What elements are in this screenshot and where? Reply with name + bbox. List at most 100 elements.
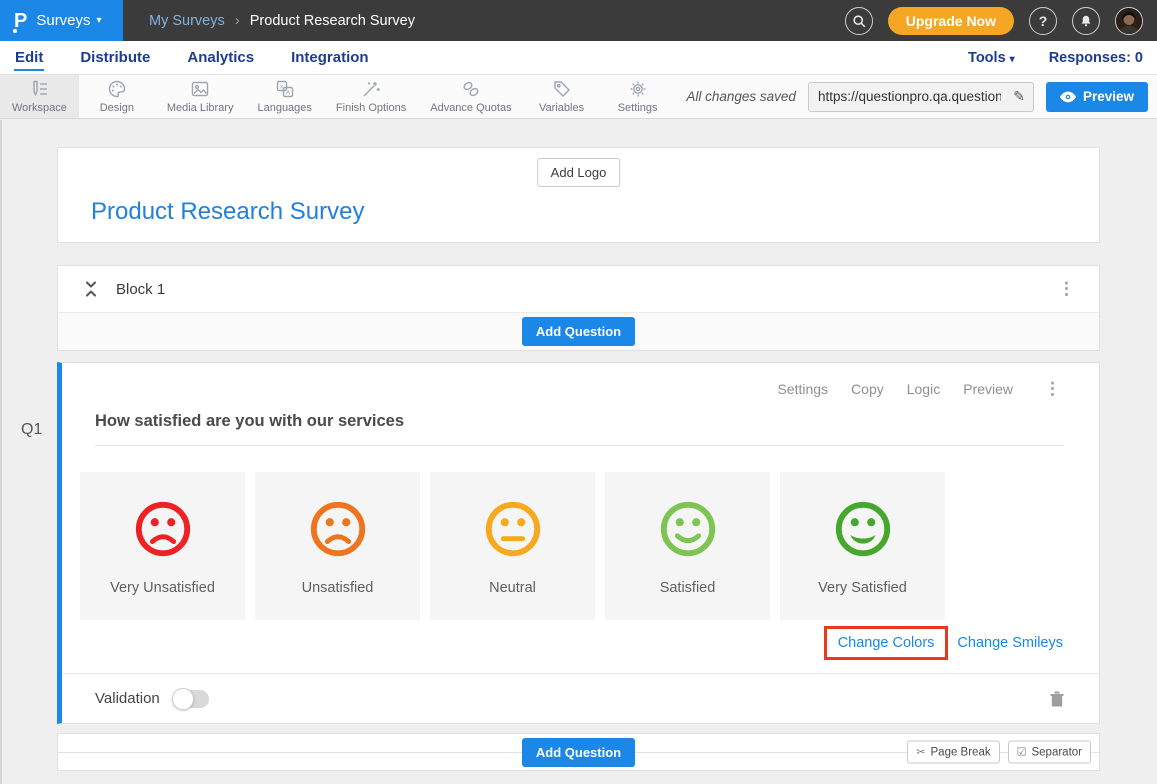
question-copy-link[interactable]: Copy <box>851 381 884 397</box>
frown-face-icon <box>132 498 194 560</box>
question-logic-link[interactable]: Logic <box>907 381 940 397</box>
block-card: Block 1 ⋮ Add Question <box>57 265 1100 351</box>
toolbar-item-finish-options[interactable]: Finish Options <box>324 75 418 118</box>
page-break-button[interactable]: ✂ Page Break <box>907 741 999 764</box>
smile-face-icon <box>657 498 719 560</box>
chain-link-icon <box>461 79 481 99</box>
block-header: Block 1 ⋮ <box>58 266 1099 312</box>
breadcrumb-current: Product Research Survey <box>250 13 415 29</box>
svg-text:A: A <box>285 90 290 97</box>
smiley-option-satisfied[interactable]: Satisfied <box>605 472 770 620</box>
toolbar-item-design[interactable]: Design <box>79 75 155 118</box>
collapse-block-icon[interactable] <box>82 280 100 298</box>
toolbar-item-advance-quotas[interactable]: Advance Quotas <box>418 75 523 118</box>
editor-toolbar: Workspace Design Media Library xA Langua… <box>0 74 1157 119</box>
toolbar-item-media-library[interactable]: Media Library <box>155 75 246 118</box>
survey-header-card: Add Logo Product Research Survey <box>57 147 1100 243</box>
smiley-label: Unsatisfied <box>302 580 374 596</box>
annotation-highlight-box: Change Colors <box>824 626 949 660</box>
block-add-question-strip: Add Question <box>58 312 1099 350</box>
preview-button[interactable]: Preview <box>1046 82 1148 112</box>
palette-icon <box>107 79 127 99</box>
smiley-option-neutral[interactable]: Neutral <box>430 472 595 620</box>
change-colors-link[interactable]: Change Colors <box>838 635 935 651</box>
toolbar-item-languages[interactable]: xA Languages <box>245 75 323 118</box>
question-text[interactable]: How satisfied are you with our services <box>95 412 404 430</box>
survey-title[interactable]: Product Research Survey <box>91 198 364 226</box>
product-switcher[interactable]: P Surveys ▾ <box>0 0 123 41</box>
question-menu-kebab-icon[interactable]: ⋮ <box>1036 379 1069 399</box>
add-logo-button[interactable]: Add Logo <box>537 158 621 187</box>
tab-edit[interactable]: Edit <box>14 44 44 71</box>
smiley-scale: Very Unsatisfied Unsatisfied Neutral Sat… <box>80 472 1099 620</box>
avatar-photo <box>1116 8 1142 34</box>
smiley-option-very-unsatisfied[interactable]: Very Unsatisfied <box>80 472 245 620</box>
add-question-button-top[interactable]: Add Question <box>522 317 635 346</box>
grin-face-icon <box>832 498 894 560</box>
checkbox-icon: ☑ <box>1017 746 1027 759</box>
toolbar-item-workspace[interactable]: Workspace <box>0 75 79 118</box>
top-header: P Surveys ▾ My Surveys › Product Researc… <box>0 0 1157 41</box>
survey-editor-canvas: Add Logo Product Research Survey Block 1… <box>0 119 1157 771</box>
tab-analytics[interactable]: Analytics <box>186 44 255 71</box>
toggle-knob <box>172 688 194 710</box>
smiley-links-row: Change Colors Change Smileys <box>62 626 1099 660</box>
translate-icon: xA <box>275 79 295 99</box>
breadcrumb-parent-link[interactable]: My Surveys <box>149 13 225 29</box>
question-card: Q1 Settings Copy Logic Preview ⋮ How sat… <box>57 362 1100 724</box>
image-icon <box>190 79 210 99</box>
change-smileys-link[interactable]: Change Smileys <box>957 635 1063 651</box>
tag-icon <box>552 79 572 99</box>
product-menu-label: Surveys <box>36 12 90 29</box>
toolbar-item-variables[interactable]: Variables <box>524 75 600 118</box>
block-title[interactable]: Block 1 <box>116 281 165 298</box>
search-icon <box>852 14 866 28</box>
question-actions: Settings Copy Logic Preview ⋮ <box>62 379 1099 399</box>
chevron-down-icon: ▾ <box>97 15 102 26</box>
validation-toggle[interactable] <box>173 690 209 708</box>
validation-row: Validation <box>62 673 1099 723</box>
scissors-icon: ✂ <box>916 746 925 759</box>
bell-icon <box>1079 14 1093 28</box>
survey-url-input[interactable] <box>809 89 1005 104</box>
edit-url-icon[interactable]: ✎ <box>1005 88 1033 105</box>
breadcrumb-separator-icon: › <box>235 12 240 29</box>
user-avatar[interactable] <box>1115 7 1143 35</box>
gear-icon <box>628 79 648 99</box>
toolbar-item-settings[interactable]: Settings <box>600 75 676 118</box>
smiley-label: Neutral <box>489 580 536 596</box>
add-question-button-bottom[interactable]: Add Question <box>522 738 635 767</box>
section-tabs: Edit Distribute Analytics Integration To… <box>0 41 1157 74</box>
breadcrumb: My Surveys › Product Research Survey <box>149 12 415 29</box>
save-status: All changes saved <box>686 89 796 104</box>
magic-wand-icon <box>361 79 381 99</box>
footer-strip: Add Question ✂ Page Break ☑ Separator <box>57 733 1100 771</box>
question-preview-link[interactable]: Preview <box>963 381 1013 397</box>
smiley-label: Very Unsatisfied <box>110 580 215 596</box>
delete-question-trash-icon[interactable] <box>1049 690 1065 708</box>
search-button[interactable] <box>845 7 873 35</box>
eye-icon <box>1060 91 1076 103</box>
responses-count[interactable]: Responses: 0 <box>1049 50 1143 66</box>
block-menu-kebab-icon[interactable]: ⋮ <box>1050 279 1083 299</box>
tools-menu[interactable]: Tools ▾ <box>968 50 1015 66</box>
upgrade-now-button[interactable]: Upgrade Now <box>888 7 1014 35</box>
smiley-label: Very Satisfied <box>818 580 907 596</box>
question-settings-link[interactable]: Settings <box>777 381 828 397</box>
chevron-down-icon: ▾ <box>1010 54 1015 65</box>
questionpro-logo-icon: P <box>14 11 27 31</box>
help-button[interactable]: ? <box>1029 7 1057 35</box>
smiley-label: Satisfied <box>660 580 716 596</box>
workspace-icon <box>29 79 49 99</box>
validation-label: Validation <box>95 690 160 707</box>
frown-face-icon <box>307 498 369 560</box>
tab-integration[interactable]: Integration <box>290 44 370 71</box>
smiley-option-unsatisfied[interactable]: Unsatisfied <box>255 472 420 620</box>
neutral-face-icon <box>482 498 544 560</box>
separator-button[interactable]: ☑ Separator <box>1008 741 1091 764</box>
tab-distribute[interactable]: Distribute <box>79 44 151 71</box>
survey-url-field[interactable]: ✎ <box>808 82 1034 112</box>
question-text-wrap: How satisfied are you with our services <box>95 412 1064 446</box>
notifications-button[interactable] <box>1072 7 1100 35</box>
smiley-option-very-satisfied[interactable]: Very Satisfied <box>780 472 945 620</box>
